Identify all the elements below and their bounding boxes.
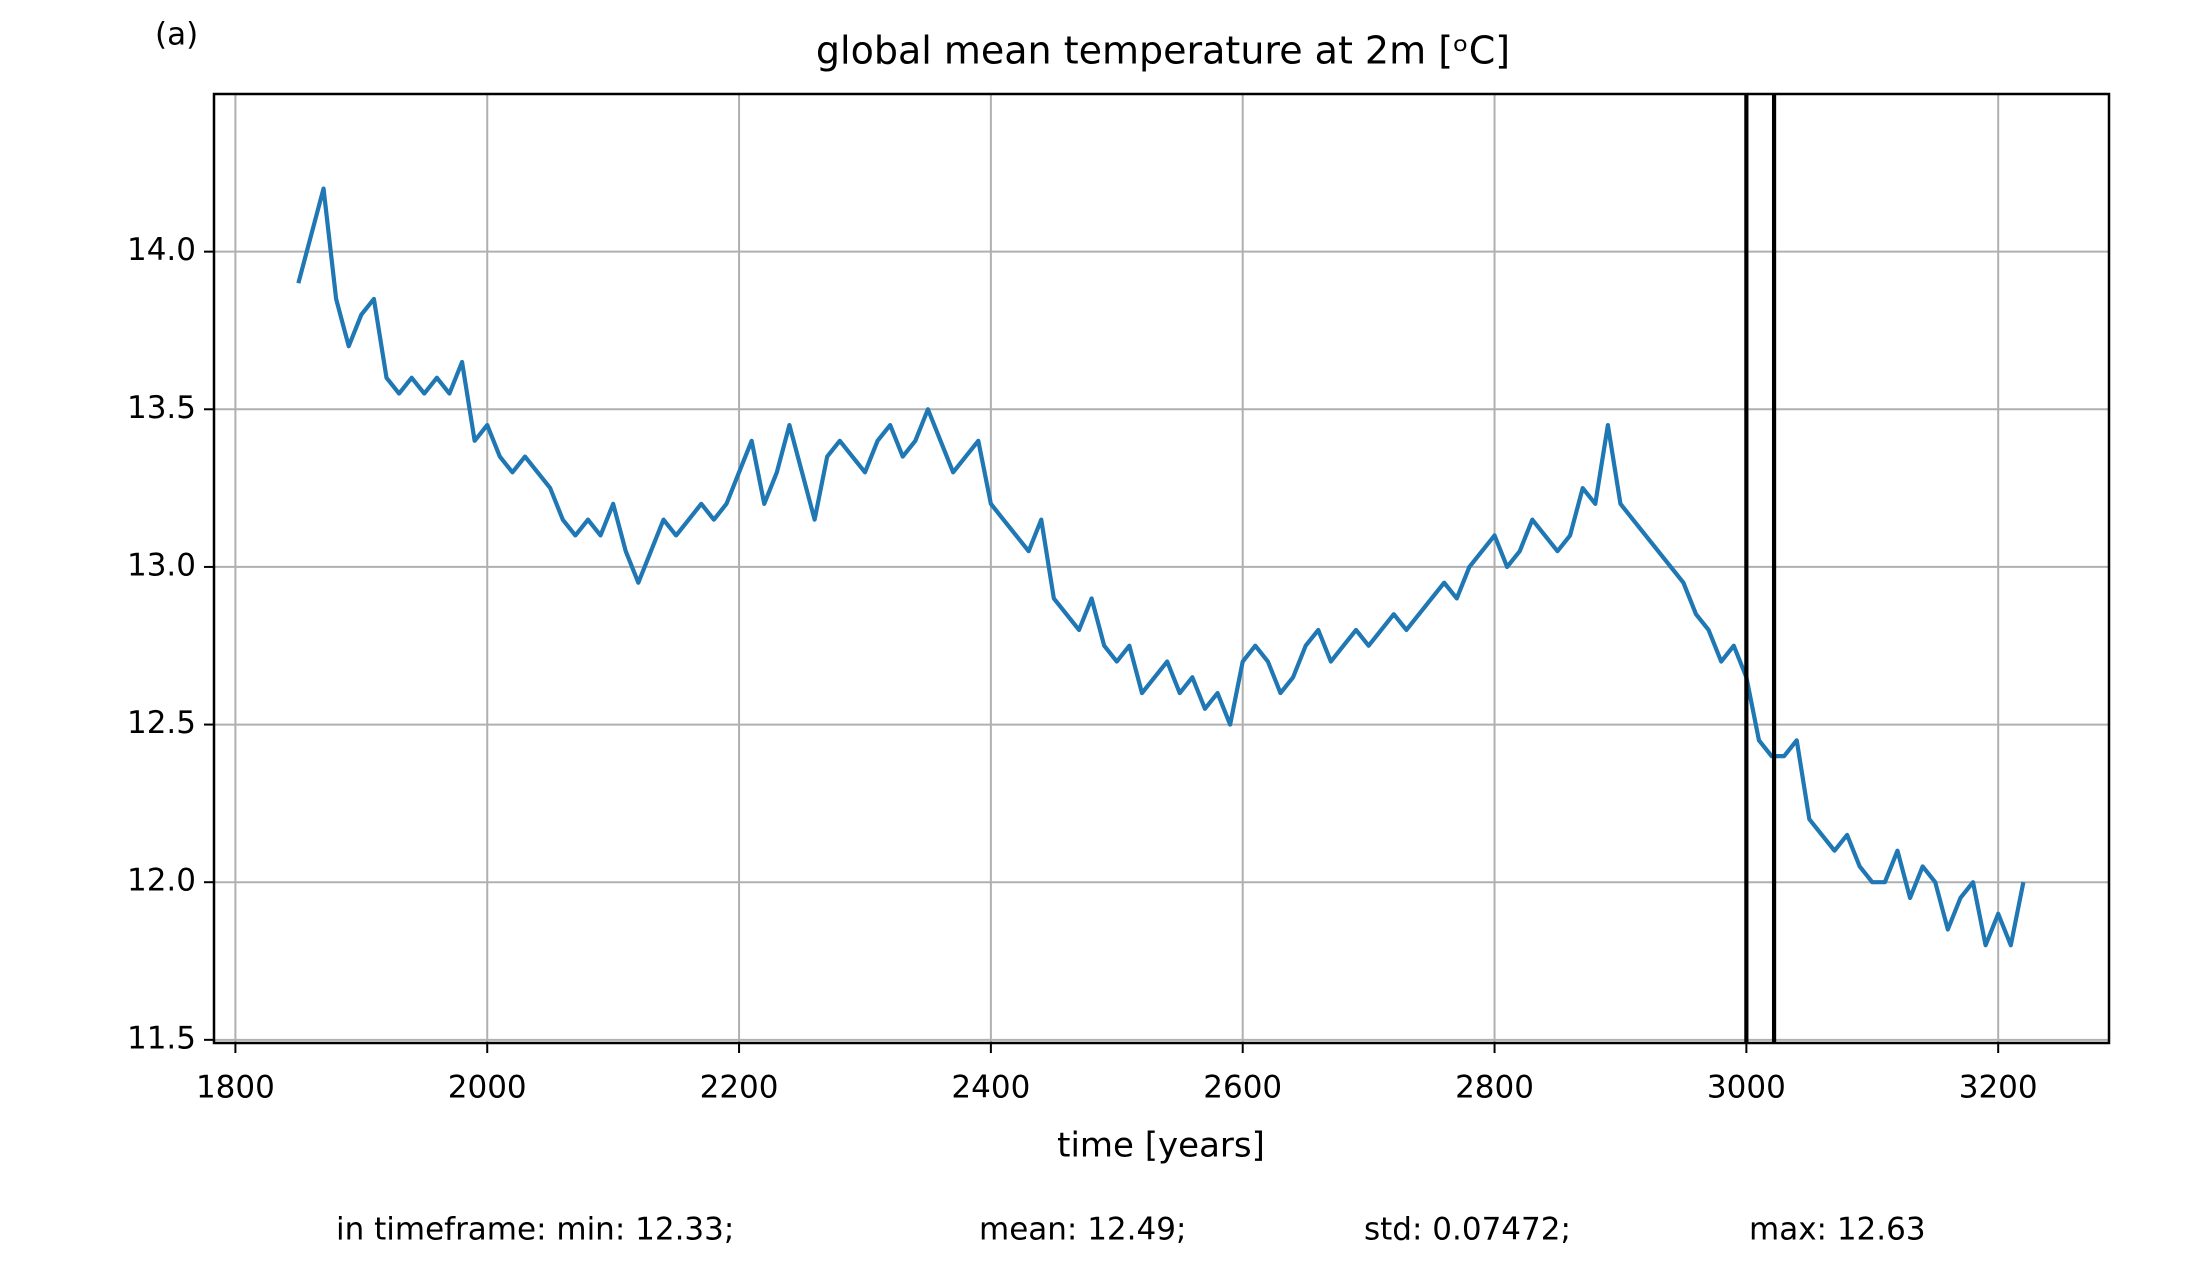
x-tick-label: 3000 <box>1707 1070 1786 1106</box>
y-tick-label: 14.0 <box>127 232 196 268</box>
x-tick-label: 2400 <box>951 1070 1030 1106</box>
stats-text: std: 0.07472; <box>1364 1212 1571 1248</box>
x-axis-label: time [years] <box>1057 1126 1265 1166</box>
y-tick-label: 13.0 <box>127 547 196 583</box>
stats-text: max: 12.63 <box>1749 1212 1926 1248</box>
data-line <box>296 186 2026 948</box>
y-tick-label: 13.5 <box>127 390 196 426</box>
x-tick-label: 2800 <box>1455 1070 1534 1106</box>
y-tick-label: 11.5 <box>127 1020 196 1056</box>
y-tick-label: 12.0 <box>127 863 196 899</box>
x-tick-label: 2600 <box>1203 1070 1282 1106</box>
x-tick-label: 1800 <box>196 1070 275 1106</box>
x-tick-label: 2000 <box>448 1070 527 1106</box>
stats-text: mean: 12.49; <box>979 1212 1186 1248</box>
x-tick-label: 2200 <box>700 1070 779 1106</box>
chart-title: global mean temperature at 2m [ᵒC] <box>816 29 1510 73</box>
y-tick-label: 12.5 <box>127 705 196 741</box>
panel-label: (a) <box>155 17 198 53</box>
plot-frame <box>212 92 2111 1045</box>
stats-text: in timeframe: min: 12.33; <box>336 1212 734 1248</box>
x-tick-label: 3200 <box>1959 1070 2038 1106</box>
